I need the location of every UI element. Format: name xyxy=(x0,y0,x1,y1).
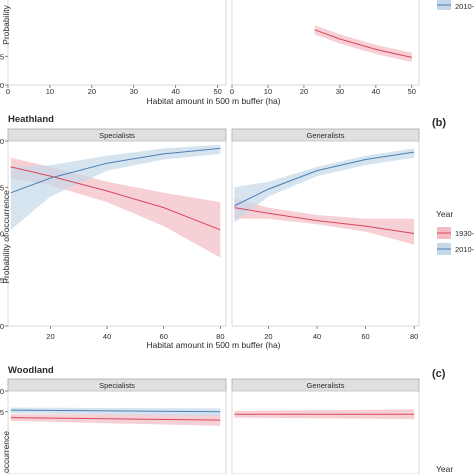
x-tick-label: 40 xyxy=(372,87,380,96)
legend-label: 1930- xyxy=(455,229,474,238)
x-tick-label: 30 xyxy=(130,87,138,96)
facet-label: Generalists xyxy=(307,131,345,140)
x-tick-label: 60 xyxy=(160,332,168,341)
panel-label: (c) xyxy=(432,368,446,380)
x-tick-label: 20 xyxy=(88,87,96,96)
x-tick-label: 80 xyxy=(410,332,418,341)
y-tick-label: 1.00 xyxy=(0,137,4,146)
x-tick-label: 10 xyxy=(46,87,54,96)
y-tick-label: 0.50 xyxy=(0,230,4,239)
x-tick-label: 20 xyxy=(300,87,308,96)
x-tick-label: 80 xyxy=(216,332,224,341)
x-tick-label: 50 xyxy=(213,87,221,96)
legend-label: 2010- xyxy=(455,245,474,254)
series-line-2010 xyxy=(10,147,221,194)
legend-title-bottom: Year xyxy=(436,464,453,474)
series-line-1930 xyxy=(10,417,221,421)
series-line-1930 xyxy=(314,29,412,58)
facet-frame xyxy=(231,0,420,86)
series-line-1930 xyxy=(10,166,221,231)
facet-frame xyxy=(7,0,227,86)
confidence-band-2010 xyxy=(234,148,415,223)
confidence-band-1930 xyxy=(10,414,221,426)
chart-panel-0: 0 10 20 30 40 50 0 10 20 30 40 50 0.00 0.25 Habitat am… xyxy=(0,0,420,106)
y-axis-label: Probability xyxy=(1,4,11,44)
x-tick-label: 0 xyxy=(6,87,10,96)
legend-top: 2010- xyxy=(437,0,474,11)
y-tick-label: 0.00 xyxy=(0,81,4,90)
x-tick-label: 20 xyxy=(46,332,54,341)
x-tick-label: 50 xyxy=(408,87,416,96)
y-tick-label: 0.75 xyxy=(0,183,4,192)
x-tick-label: 40 xyxy=(172,87,180,96)
y-axis-label: occurrence xyxy=(1,431,11,473)
series-line-2010 xyxy=(234,151,415,207)
x-tick-label: 60 xyxy=(361,332,369,341)
chart-panel-1: Specialists 20 40 60 80 Generalists 20 40 60 80 0.… xyxy=(0,114,446,350)
panel-title: Heathland xyxy=(8,114,54,125)
x-tick-label: 40 xyxy=(103,332,111,341)
panel-title: Woodland xyxy=(8,365,54,376)
x-tick-label: 10 xyxy=(264,87,272,96)
series-line-2010 xyxy=(10,409,221,413)
confidence-band-1930 xyxy=(314,25,412,62)
legend: Year 1930- 2010- xyxy=(436,209,474,255)
y-tick-label: 0.25 xyxy=(0,52,4,61)
legend-label: 2010- xyxy=(455,2,474,11)
chart-panel-2: Specialists Generalists 0.75 1.00 occurrence… xyxy=(0,365,446,474)
series-line-1930 xyxy=(234,207,415,234)
y-tick-label: 0.75 xyxy=(0,408,4,417)
facet-label: Specialists xyxy=(99,381,135,390)
y-axis-label: Probability of occurrence xyxy=(1,190,11,284)
facet-frame xyxy=(231,390,420,474)
panel-label: (b) xyxy=(432,117,446,129)
y-tick-label: 0.25 xyxy=(0,276,4,285)
y-tick-label: 0.00 xyxy=(0,322,4,331)
facet-frame xyxy=(231,140,420,327)
facet-frame xyxy=(7,390,227,474)
facet-label: Specialists xyxy=(99,131,135,140)
x-axis-label: Habitat amount in 500 m buffer (ha) xyxy=(146,96,280,106)
confidence-band-2010 xyxy=(10,407,221,416)
confidence-band-2010 xyxy=(10,144,221,230)
x-tick-label: 0 xyxy=(230,87,234,96)
y-tick-label: 1.00 xyxy=(0,387,4,396)
facet-label: Generalists xyxy=(307,381,345,390)
x-axis-label: Habitat amount in 500 m buffer (ha) xyxy=(146,340,280,350)
x-tick-label: 30 xyxy=(336,87,344,96)
legend-title: Year xyxy=(436,209,453,219)
x-tick-label: 40 xyxy=(313,332,321,341)
x-tick-label: 20 xyxy=(264,332,272,341)
